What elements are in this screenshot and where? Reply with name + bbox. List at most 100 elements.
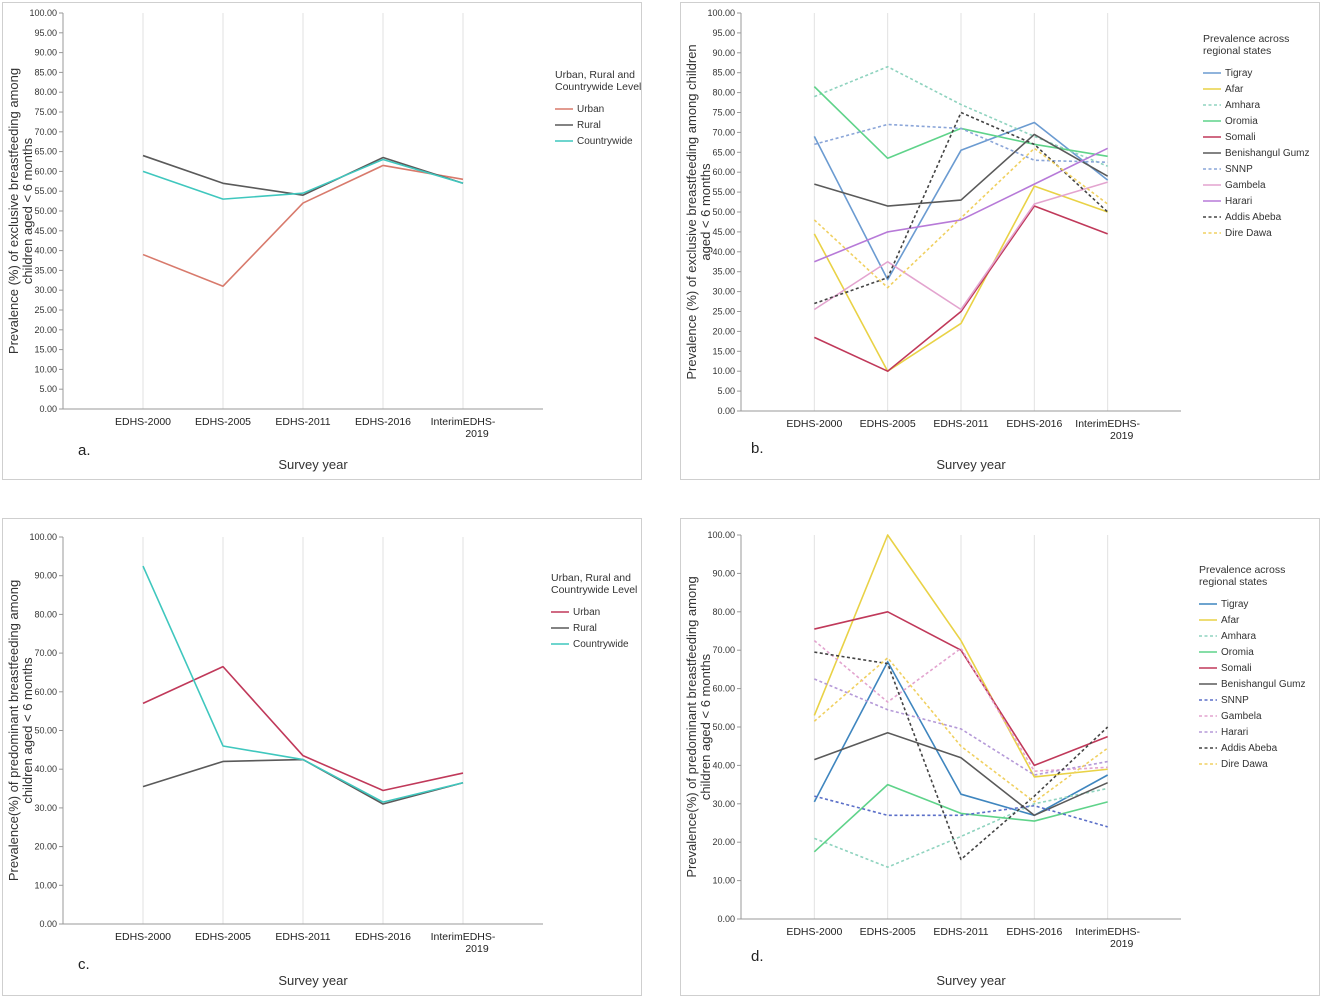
chart-d: 0.00 10.00 20.00 30.00 40.00 50.00 60.00 70.00 8…: [684, 530, 1306, 988]
series-line-dire-dawa: [813, 657, 1109, 803]
y-tick-label: 50.00: [712, 207, 735, 217]
legend-title: Countrywide Level: [551, 584, 637, 596]
y-tick-label: 0.00: [39, 404, 57, 414]
x-tick-label: InterimEDHS-: [1075, 926, 1140, 938]
legend-title: Urban, Rural and: [551, 572, 631, 584]
legend-item-label: Oromia: [1221, 647, 1254, 658]
y-tick-label: 35.00: [712, 267, 735, 277]
y-tick-label: 90.00: [712, 568, 735, 578]
y-axis-label: Prevalence (%) of exclusive breastfeedin…: [6, 68, 21, 354]
x-axis-label: Survey year: [936, 457, 1006, 472]
chart-a: 0.00 5.00 10.00 15.00 20.00 25.00 30.00 35.00 40…: [6, 8, 641, 472]
legend-item-label: Amhara: [1225, 100, 1260, 111]
x-tick-label: 2019: [1110, 430, 1134, 442]
y-tick-label: 70.00: [712, 645, 735, 655]
series-line-harari: [814, 147, 1109, 263]
series-line-snnp: [814, 795, 1108, 828]
series-line-countrywide: [142, 565, 464, 803]
y-tick-label: 15.00: [712, 346, 735, 356]
y-tick-label: 0.00: [717, 406, 735, 416]
x-tick-label: EDHS-2016: [1006, 926, 1062, 938]
y-tick-label: 100.00: [707, 530, 735, 540]
y-tick-label: 50.00: [34, 206, 57, 216]
y-tick-label: 30.00: [34, 803, 57, 813]
y-tick-label: 100.00: [29, 532, 57, 542]
x-tick-label: EDHS-2000: [786, 926, 842, 938]
y-tick-label: 50.00: [34, 726, 57, 736]
panel-b: 0.00 5.00 10.00 15.00 20.00 25.00 30.00 35.00 40…: [680, 2, 1320, 480]
x-axis-label: Survey year: [278, 457, 348, 472]
legend-title: regional states: [1199, 576, 1267, 588]
y-tick-label: 30.00: [34, 285, 57, 295]
panel-d: 0.00 10.00 20.00 30.00 40.00 50.00 60.00 70.00 8…: [680, 518, 1320, 996]
x-tick-label: EDHS-2011: [933, 418, 988, 430]
series-line-amhara: [814, 65, 1108, 167]
y-axis-label: children aged < 6 months: [20, 137, 35, 284]
y-tick-label: 25.00: [34, 305, 57, 315]
x-tick-label: 2019: [1110, 938, 1134, 950]
series-line-rural: [142, 154, 464, 196]
legend-title: Countrywide Level: [555, 81, 641, 93]
series-line-benishangul-gumz: [814, 133, 1109, 207]
legend-item-label: Dire Dawa: [1221, 759, 1268, 770]
y-tick-label: 20.00: [34, 842, 57, 852]
series-line-somali: [814, 611, 1108, 767]
legend-item-label: SNNP: [1221, 695, 1249, 706]
x-tick-label: InterimEDHS-: [431, 931, 496, 943]
y-tick-label: 85.00: [34, 67, 57, 77]
y-tick-label: 40.00: [712, 247, 735, 257]
legend-item-label: Afar: [1225, 84, 1244, 95]
series-line-tigray: [813, 660, 1109, 817]
x-axis-label: Survey year: [278, 973, 348, 988]
x-tick-label: EDHS-2005: [860, 418, 916, 430]
series-line-dire-dawa: [813, 147, 1109, 289]
y-tick-label: 45.00: [34, 226, 57, 236]
legend-item-label: Tigray: [1221, 599, 1248, 610]
series-line-addis-abeba: [814, 111, 1109, 305]
y-tick-label: 10.00: [34, 364, 57, 374]
y-axis-label: Prevalence(%) of predominant breastfeedi…: [6, 580, 21, 881]
x-tick-label: EDHS-2000: [115, 931, 171, 943]
y-tick-label: 90.00: [712, 48, 735, 58]
y-tick-label: 90.00: [34, 48, 57, 58]
y-tick-label: 15.00: [34, 345, 57, 355]
legend-item-label: Harari: [1225, 196, 1252, 207]
series-line-addis-abeba: [814, 651, 1109, 861]
y-tick-label: 65.00: [34, 147, 57, 157]
y-axis-label: children aged < 6 months: [20, 657, 35, 804]
chart-c: 0.00 10.00 20.00 30.00 40.00 50.00 60.00 70.00 8…: [6, 532, 637, 988]
x-tick-label: EDHS-2000: [786, 418, 842, 430]
legend-title: Urban, Rural and: [555, 69, 635, 81]
x-tick-label: 2019: [465, 943, 489, 955]
legend-title: Prevalence across: [1199, 564, 1285, 576]
y-axis-label: Prevalence(%) of predominant breastfeedi…: [684, 576, 699, 877]
y-tick-label: 100.00: [29, 8, 57, 18]
x-tick-label: EDHS-2011: [933, 926, 988, 938]
legend-item-label: SNNP: [1225, 164, 1253, 175]
x-tick-label: EDHS-2000: [115, 416, 171, 428]
x-tick-label: InterimEDHS-: [1075, 418, 1140, 430]
series-line-urban: [142, 665, 464, 792]
y-tick-label: 25.00: [712, 307, 735, 317]
y-axis-label: aged < 6 months: [698, 163, 713, 261]
y-tick-label: 40.00: [34, 246, 57, 256]
y-tick-label: 10.00: [712, 366, 735, 376]
y-tick-label: 70.00: [34, 648, 57, 658]
legend-item-label: Benishangul Gumz: [1225, 148, 1310, 159]
series-line-urban: [142, 164, 464, 288]
y-tick-label: 60.00: [34, 166, 57, 176]
y-tick-label: 60.00: [34, 687, 57, 697]
y-tick-label: 75.00: [712, 108, 735, 118]
x-tick-label: EDHS-2005: [860, 926, 916, 938]
series-line-harari: [814, 678, 1108, 776]
series-line-tigray: [813, 121, 1109, 281]
legend-item-label: Afar: [1221, 615, 1240, 626]
y-tick-label: 75.00: [34, 107, 57, 117]
legend-item-label: Somali: [1221, 663, 1252, 674]
legend-item-label: Gambela: [1225, 180, 1266, 191]
y-tick-label: 40.00: [712, 760, 735, 770]
legend-item-label: Urban: [577, 104, 604, 115]
legend-item-label: Amhara: [1221, 631, 1256, 642]
y-tick-label: 70.00: [34, 127, 57, 137]
panel-a: 0.00 5.00 10.00 15.00 20.00 25.00 30.00 35.00 40…: [2, 2, 642, 480]
